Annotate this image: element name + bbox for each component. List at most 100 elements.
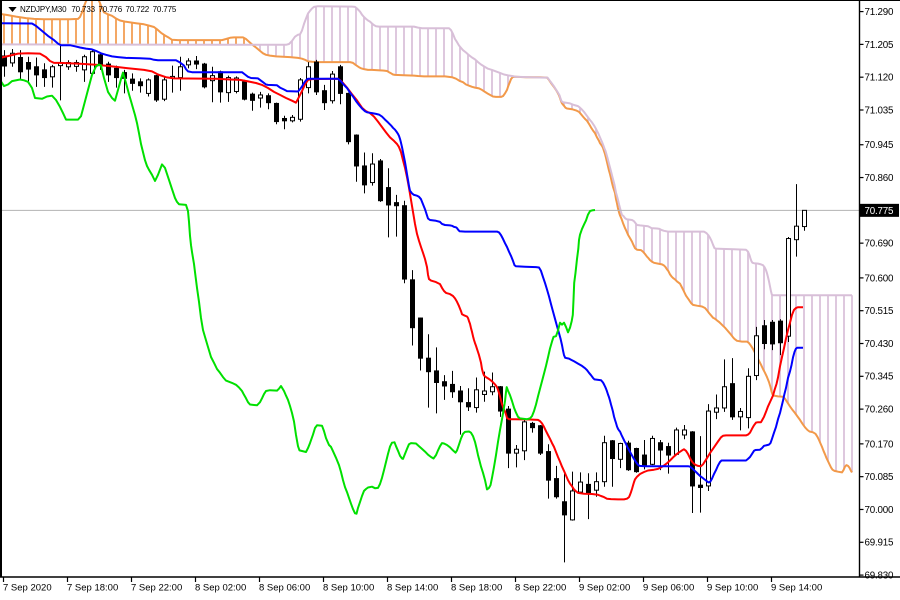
candle[interactable] xyxy=(242,79,247,101)
candle[interactable] xyxy=(714,394,719,420)
candle[interactable] xyxy=(434,347,439,414)
candle[interactable] xyxy=(34,57,39,87)
candle[interactable] xyxy=(514,445,519,468)
candle[interactable] xyxy=(506,406,511,469)
candle[interactable] xyxy=(162,76,167,102)
candle[interactable] xyxy=(354,134,359,182)
candle[interactable] xyxy=(378,159,383,202)
candle[interactable] xyxy=(26,56,31,82)
candle[interactable] xyxy=(642,440,647,470)
candle[interactable] xyxy=(602,435,607,487)
candle[interactable] xyxy=(754,326,759,381)
candle-body xyxy=(586,483,591,494)
candle-body xyxy=(490,386,495,393)
candle[interactable] xyxy=(530,421,535,433)
candle-body xyxy=(506,408,511,454)
candle[interactable] xyxy=(2,50,7,77)
candle[interactable] xyxy=(546,444,551,499)
senkou-span-b-line xyxy=(0,5,852,297)
candle[interactable] xyxy=(666,442,671,474)
candle[interactable] xyxy=(250,92,255,111)
candle[interactable] xyxy=(50,64,55,88)
candle[interactable] xyxy=(370,153,375,186)
candle[interactable] xyxy=(314,59,319,95)
candle[interactable] xyxy=(762,319,767,350)
candle[interactable] xyxy=(74,59,79,72)
candle[interactable] xyxy=(698,436,703,513)
candle[interactable] xyxy=(650,435,655,466)
candle[interactable] xyxy=(282,115,287,130)
candle[interactable] xyxy=(322,84,327,111)
candle[interactable] xyxy=(554,465,559,499)
candle[interactable] xyxy=(202,62,207,89)
candle[interactable] xyxy=(410,270,415,346)
candle[interactable] xyxy=(466,388,471,412)
candle[interactable] xyxy=(426,334,431,408)
candle[interactable] xyxy=(106,61,111,82)
candle[interactable] xyxy=(154,74,159,102)
candle[interactable] xyxy=(186,58,191,69)
candle[interactable] xyxy=(578,472,583,494)
quote-high: 70.776 xyxy=(98,5,123,14)
candle[interactable] xyxy=(618,442,623,469)
candle[interactable] xyxy=(82,54,87,82)
candle[interactable] xyxy=(802,209,807,231)
candle[interactable] xyxy=(474,377,479,413)
candle[interactable] xyxy=(490,372,495,396)
candle[interactable] xyxy=(274,102,279,125)
candle[interactable] xyxy=(594,472,599,497)
candle[interactable] xyxy=(610,440,615,487)
candle[interactable] xyxy=(298,77,303,122)
candle[interactable] xyxy=(18,50,23,80)
candle[interactable] xyxy=(626,440,631,471)
candle[interactable] xyxy=(218,70,223,103)
candle[interactable] xyxy=(570,471,575,521)
candle[interactable] xyxy=(138,78,143,93)
candle[interactable] xyxy=(722,359,727,412)
candle[interactable] xyxy=(114,65,119,88)
candle[interactable] xyxy=(258,91,263,108)
candle-body xyxy=(282,117,287,122)
candle[interactable] xyxy=(794,184,799,257)
candle[interactable] xyxy=(386,168,391,238)
candle[interactable] xyxy=(402,200,407,284)
candle-body xyxy=(426,357,431,373)
candle[interactable] xyxy=(706,404,711,491)
candle[interactable] xyxy=(562,473,567,563)
candle[interactable] xyxy=(738,407,743,431)
candle[interactable] xyxy=(130,73,135,91)
candle-body xyxy=(274,102,279,123)
candle[interactable] xyxy=(290,115,295,123)
candle[interactable] xyxy=(522,419,527,461)
candle[interactable] xyxy=(778,319,783,356)
candle[interactable] xyxy=(66,60,71,70)
candle[interactable] xyxy=(58,45,63,101)
candle[interactable] xyxy=(42,63,47,87)
candle[interactable] xyxy=(770,319,775,351)
candle[interactable] xyxy=(362,152,367,194)
candle[interactable] xyxy=(682,424,687,440)
candle[interactable] xyxy=(266,93,271,110)
candle[interactable] xyxy=(658,440,663,471)
candle[interactable] xyxy=(746,368,751,429)
candle-body xyxy=(242,81,247,100)
candle[interactable] xyxy=(458,385,463,435)
candle[interactable] xyxy=(586,473,591,520)
candle[interactable] xyxy=(538,424,543,456)
candle[interactable] xyxy=(394,194,399,237)
candle[interactable] xyxy=(690,431,695,513)
candle[interactable] xyxy=(10,49,15,67)
candle[interactable] xyxy=(346,92,351,145)
candle[interactable] xyxy=(418,317,423,371)
candle[interactable] xyxy=(338,64,343,105)
candle[interactable] xyxy=(730,358,735,420)
candle[interactable] xyxy=(442,375,447,400)
one-click-trading-arrow-icon[interactable] xyxy=(8,7,17,12)
candle[interactable] xyxy=(674,427,679,456)
candle[interactable] xyxy=(146,78,151,97)
candle[interactable] xyxy=(194,55,199,70)
candle[interactable] xyxy=(450,370,455,398)
candle[interactable] xyxy=(330,71,335,104)
quote-low: 70.722 xyxy=(125,5,150,14)
